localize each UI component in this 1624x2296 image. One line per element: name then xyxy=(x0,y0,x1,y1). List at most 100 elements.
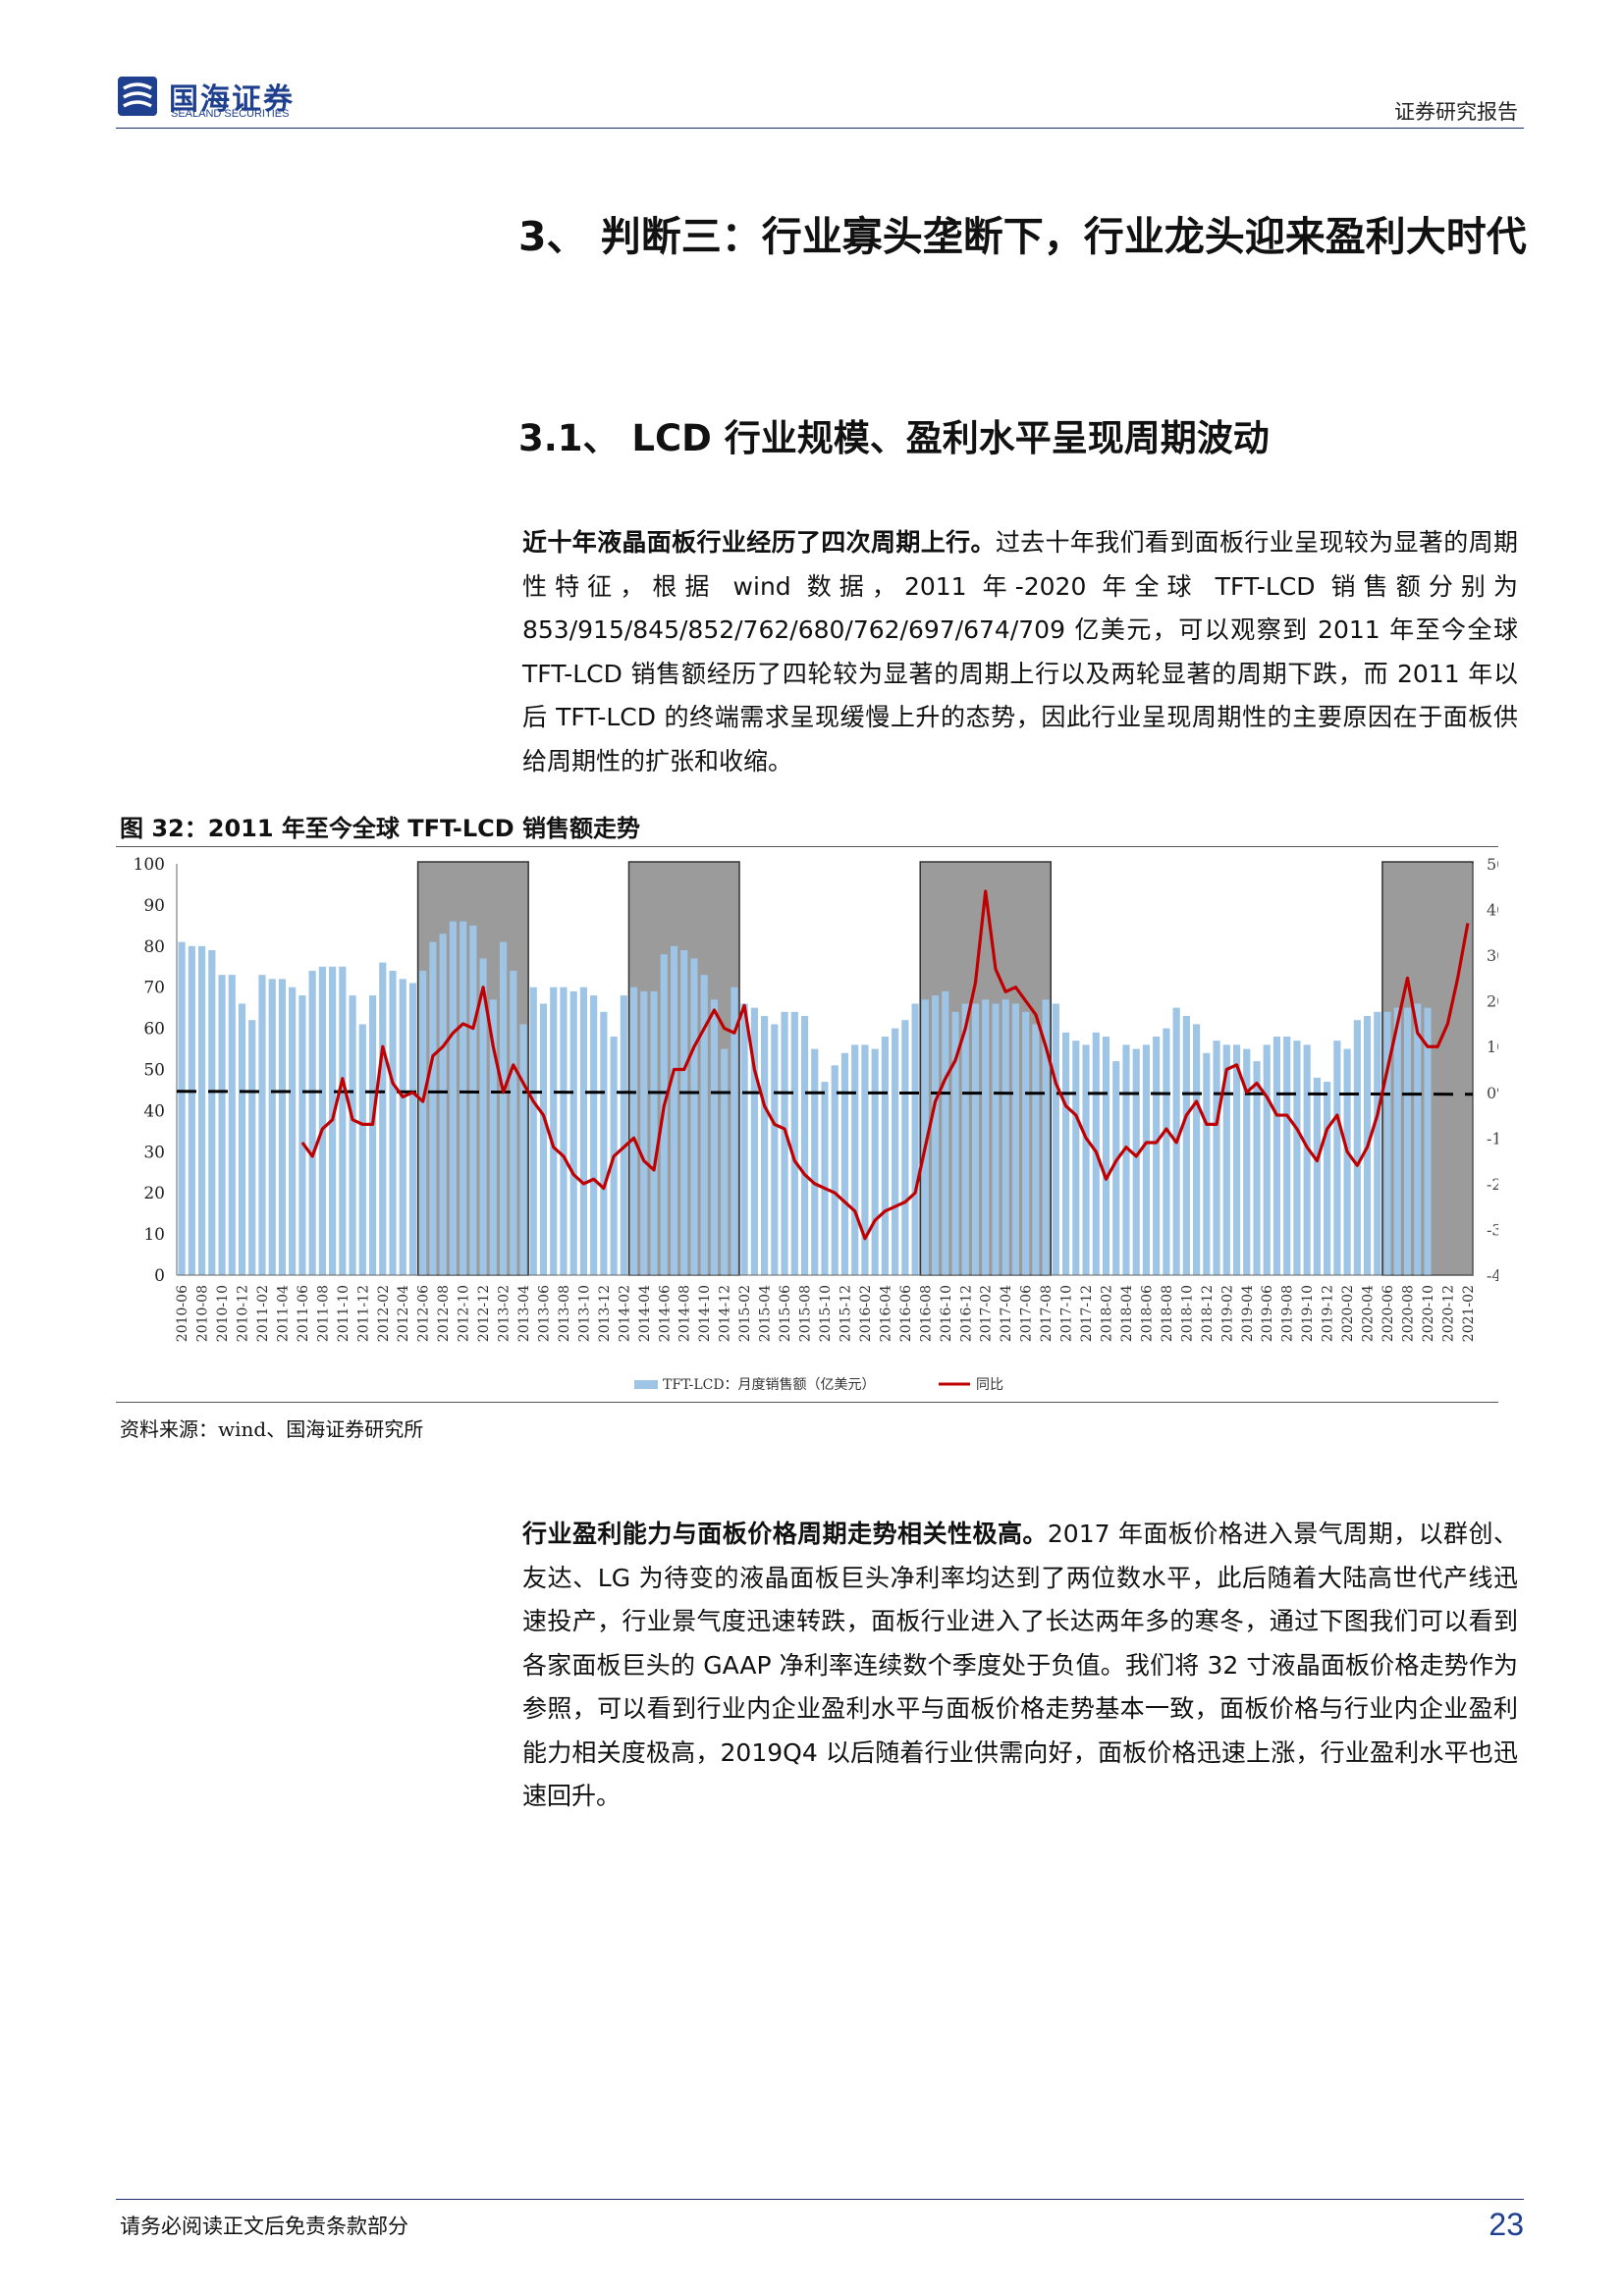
legend-label-sales: TFT-LCD：月度销售额（亿美元） xyxy=(663,1377,876,1393)
chart-bar-2010-11 xyxy=(228,975,236,1275)
chart-bar-2015-10 xyxy=(821,1082,829,1275)
chart-bar-2017-01 xyxy=(971,1003,980,1275)
chart-bar-2014-09 xyxy=(690,958,698,1275)
y-tick-right-40%: 40% xyxy=(1487,901,1498,920)
chart-bar-2015-02 xyxy=(740,1003,748,1275)
x-tick-2020-10: 2020-10 xyxy=(1421,1285,1436,1342)
paragraph-profitability-body: 2017 年面板价格进入景气周期，以群创、友达、LG 为待变的液晶面板巨头净利率… xyxy=(522,1520,1518,1810)
chart-bar-2013-09 xyxy=(569,990,577,1275)
chart-bar-2019-01 xyxy=(1213,1041,1220,1275)
chart-bar-2017-06 xyxy=(1022,1011,1030,1275)
x-tick-2012-12: 2012-12 xyxy=(476,1285,492,1342)
chart-bar-2019-04 xyxy=(1243,1048,1251,1275)
x-tick-2013-08: 2013-08 xyxy=(557,1285,572,1342)
chart-bar-2018-04 xyxy=(1122,1044,1130,1275)
y-tick-left-0: 0 xyxy=(154,1266,165,1286)
chart-bar-2014-02 xyxy=(620,995,627,1275)
x-tick-2013-06: 2013-06 xyxy=(536,1285,552,1342)
chart-bar-2013-04 xyxy=(519,1024,527,1275)
chart-bar-2018-07 xyxy=(1153,1036,1161,1275)
chart-bar-2011-04 xyxy=(278,979,287,1275)
chart-bar-2017-10 xyxy=(1062,1032,1070,1275)
chart-bar-2019-12 xyxy=(1324,1082,1331,1275)
paragraph-cycle-body: 过去十年我们看到面板行业呈现较为显著的周期性特征，根据 wind 数据，2011… xyxy=(522,528,1518,775)
x-tick-2018-10: 2018-10 xyxy=(1179,1285,1195,1342)
chart-bar-2013-01 xyxy=(489,999,497,1275)
chart-bar-2015-04 xyxy=(761,1016,769,1275)
chart-bar-2012-02 xyxy=(379,962,387,1275)
chart-bar-2019-06 xyxy=(1263,1044,1271,1275)
x-tick-2018-04: 2018-04 xyxy=(1119,1285,1135,1342)
section-heading: 3、 判断三：行业寡头垄断下，行业龙头迎来盈利大时代 xyxy=(518,213,1527,260)
chart-bar-2017-02 xyxy=(982,999,990,1275)
chart-bar-2018-10 xyxy=(1182,1016,1190,1275)
tft-lcd-sales-chart: 0 10 20 30 40 50 60 70 80 90 100 -40% -30% -20% -10% 0… xyxy=(134,855,1498,1393)
x-tick-2012-06: 2012-06 xyxy=(416,1285,432,1342)
chart-bar-2010-07 xyxy=(188,945,195,1275)
y-tick-right--20%: -20% xyxy=(1487,1175,1498,1194)
x-tick-2019-04: 2019-04 xyxy=(1240,1285,1256,1342)
chart-bar-2016-10 xyxy=(942,990,949,1275)
footer-rule xyxy=(116,2199,1524,2200)
chart-bar-2012-11 xyxy=(469,925,477,1275)
paragraph-profitability: 行业盈利能力与面板价格周期走势相关性极高。2017 年面板价格进入景气周期，以群… xyxy=(522,1513,1518,1819)
chart-bar-2011-12 xyxy=(358,1024,366,1275)
x-tick-2015-12: 2015-12 xyxy=(838,1285,853,1342)
chart-bar-2012-12 xyxy=(479,958,487,1275)
paragraph-profitability-lead: 行业盈利能力与面板价格周期走势相关性极高。 xyxy=(522,1520,1048,1548)
chart-bar-2020-06 xyxy=(1383,1011,1391,1275)
logo-text-en: SEALAND SECURITIES xyxy=(171,108,290,120)
chart-bar-2013-07 xyxy=(550,987,558,1275)
chart-bar-2018-03 xyxy=(1112,1061,1120,1275)
x-tick-2011-06: 2011-06 xyxy=(296,1285,311,1342)
chart-bar-2014-07 xyxy=(670,945,678,1275)
chart-bar-2011-07 xyxy=(308,970,316,1275)
chart-bar-2012-08 xyxy=(439,934,447,1275)
chart-bar-2020-05 xyxy=(1374,1011,1381,1275)
page-number: 23 xyxy=(1489,2207,1524,2242)
chart-bar-2017-05 xyxy=(1011,1003,1019,1275)
chart-bar-2012-06 xyxy=(419,970,427,1275)
x-tick-2014-06: 2014-06 xyxy=(657,1285,673,1342)
x-tick-2011-10: 2011-10 xyxy=(336,1285,352,1342)
chart-bar-2016-01 xyxy=(851,1044,859,1275)
x-tick-2019-10: 2019-10 xyxy=(1300,1285,1316,1342)
y-tick-right-30%: 30% xyxy=(1487,946,1498,965)
x-tick-2018-08: 2018-08 xyxy=(1160,1285,1175,1342)
x-tick-2017-06: 2017-06 xyxy=(1019,1285,1035,1342)
x-tick-2012-08: 2012-08 xyxy=(436,1285,452,1342)
legend-swatch-sales xyxy=(634,1380,658,1389)
y-tick-right-50%: 50% xyxy=(1487,855,1498,874)
paragraph-cycle-lead: 近十年液晶面板行业经历了四次周期上行。 xyxy=(522,528,996,557)
chart-bar-2011-10 xyxy=(339,966,347,1275)
x-tick-2012-10: 2012-10 xyxy=(457,1285,472,1342)
x-tick-2019-12: 2019-12 xyxy=(1321,1285,1336,1342)
chart-bar-2012-05 xyxy=(408,983,417,1275)
y-tick-left-70: 70 xyxy=(143,979,165,998)
chart-bar-2018-05 xyxy=(1132,1048,1140,1275)
x-tick-2018-12: 2018-12 xyxy=(1200,1285,1216,1342)
chart-bar-2019-02 xyxy=(1222,1044,1230,1275)
chart-bar-2016-04 xyxy=(881,1036,889,1275)
y-tick-right-0%: 0% xyxy=(1487,1084,1498,1102)
chart-bar-2016-05 xyxy=(892,1028,899,1275)
chart-bar-2020-08 xyxy=(1403,1007,1412,1275)
x-tick-2014-08: 2014-08 xyxy=(677,1285,693,1342)
x-tick-2014-10: 2014-10 xyxy=(697,1285,713,1342)
chart-bar-2014-04 xyxy=(640,990,648,1275)
chart-bar-2018-08 xyxy=(1163,1028,1170,1275)
chart-bar-2012-04 xyxy=(399,979,406,1275)
x-tick-2015-04: 2015-04 xyxy=(758,1285,774,1342)
x-tick-2017-04: 2017-04 xyxy=(999,1285,1014,1342)
x-tick-2019-02: 2019-02 xyxy=(1219,1285,1235,1342)
x-tick-2014-12: 2014-12 xyxy=(718,1285,733,1342)
chart-bar-2011-01 xyxy=(248,1020,256,1275)
x-tick-2013-10: 2013-10 xyxy=(576,1285,592,1342)
x-tick-2010-12: 2010-12 xyxy=(236,1285,251,1342)
chart-bar-2013-05 xyxy=(529,987,537,1275)
y-tick-left-80: 80 xyxy=(143,937,165,957)
y-tick-left-90: 90 xyxy=(143,896,165,916)
x-tick-2019-06: 2019-06 xyxy=(1260,1285,1275,1342)
y-tick-left-40: 40 xyxy=(143,1101,165,1121)
paragraph-cycle: 近十年液晶面板行业经历了四次周期上行。过去十年我们看到面板行业呈现较为显著的周期… xyxy=(522,521,1518,783)
